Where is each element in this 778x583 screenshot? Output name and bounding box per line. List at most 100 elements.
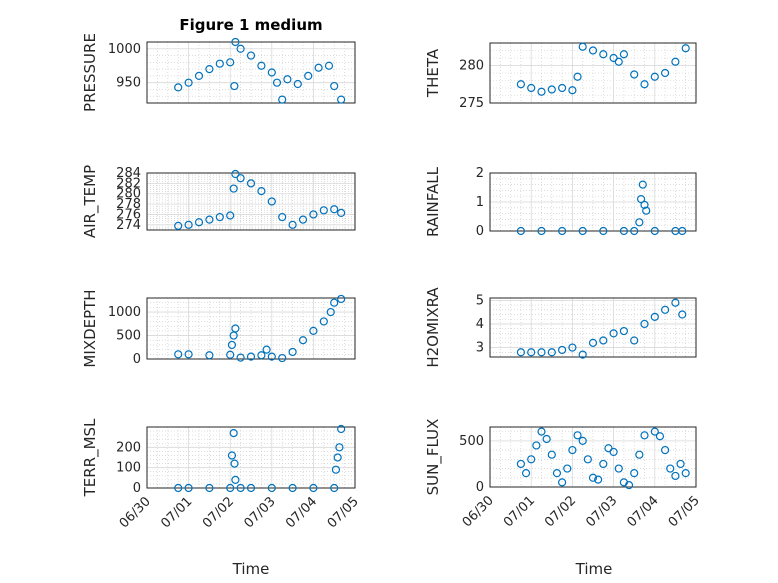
data-point [542,434,551,444]
data-point [330,81,339,91]
data-point [231,169,240,179]
data-point [309,483,318,493]
y-tick-label: 2 [476,166,484,181]
data-point [227,340,237,350]
axes-frame-terr-msl [146,426,356,489]
data-point [184,350,193,359]
data-point [640,431,649,440]
axes-frame-air-temp [146,172,356,231]
y-tick-label: 274 [116,218,141,233]
data-point [184,220,193,229]
data-point [655,432,665,441]
data-point [563,464,572,473]
data-point [614,464,623,473]
data-point [283,75,292,84]
data-point [671,298,680,307]
axes-frame-theta [489,42,697,104]
y-tick-label: 284 [116,166,141,181]
data-point [230,81,239,91]
y-axis-label-mixdepth: MIXDEPTH [81,289,99,367]
data-point [676,459,685,469]
data-point [640,80,649,89]
data-point [337,208,346,217]
data-point [599,336,608,345]
y-tick-label: 280 [116,187,141,202]
data-point [552,469,562,478]
data-point [588,46,598,55]
data-point [532,441,541,450]
data-point [547,85,556,94]
data-point [578,350,587,359]
data-point [246,51,256,60]
data-point [638,180,647,189]
data-point [599,50,608,59]
data-point [205,483,214,493]
y-tick-label: 0 [133,481,141,496]
data-point [599,226,608,236]
figure-title: Figure 1 medium [179,16,322,34]
data-point [278,212,287,222]
data-point [205,215,214,224]
data-point [205,351,214,360]
data-point [278,95,287,104]
data-point [298,336,308,345]
y-axis-label-terr-msl: TERR_MSL [81,418,100,497]
data-point [666,464,675,473]
data-point [278,353,287,363]
data-point [309,326,318,335]
data-point [516,348,526,357]
data-point [194,218,204,227]
data-point [330,298,339,307]
data-point [337,95,346,104]
data-point [609,329,618,338]
data-point [650,427,659,436]
data-point [236,174,245,183]
data-point [624,481,634,490]
data-point [309,210,318,219]
data-point [650,72,659,81]
data-point [231,475,240,484]
data-point [537,87,546,96]
axes-frame-mixdepth [146,297,356,360]
data-point [257,351,266,360]
y-tick-label: 4 [476,317,484,332]
data-point [527,455,536,464]
data-point [630,336,639,345]
data-point [635,218,644,227]
data-point [568,445,577,455]
y-tick-label: 5 [476,293,484,308]
data-point [324,61,334,70]
data-point [599,459,608,469]
data-point [333,453,342,462]
y-tick-label: 278 [116,197,141,212]
data-point [678,310,687,319]
data-point [527,83,536,93]
data-point [288,220,297,229]
data-point [257,187,266,196]
data-point [194,71,204,80]
data-point [583,455,592,464]
data-point [521,469,531,478]
data-point [642,206,651,215]
data-point [326,307,335,317]
data-point [681,469,690,478]
data-point [678,226,687,236]
data-point [330,483,339,493]
data-point [588,473,598,482]
y-tick-label: 0 [133,352,141,367]
data-point [619,226,629,236]
x-axis-label-right: Time [575,560,613,578]
data-point [547,348,556,357]
data-point [267,483,276,493]
data-point [635,450,644,459]
data-point [681,44,690,53]
y-tick-label: 276 [116,207,141,222]
data-point [660,305,670,314]
data-point [184,483,193,493]
y-tick-label: 0 [476,480,484,495]
data-point [331,465,341,474]
data-point [262,345,271,354]
data-point [630,70,639,79]
data-point [293,79,302,89]
